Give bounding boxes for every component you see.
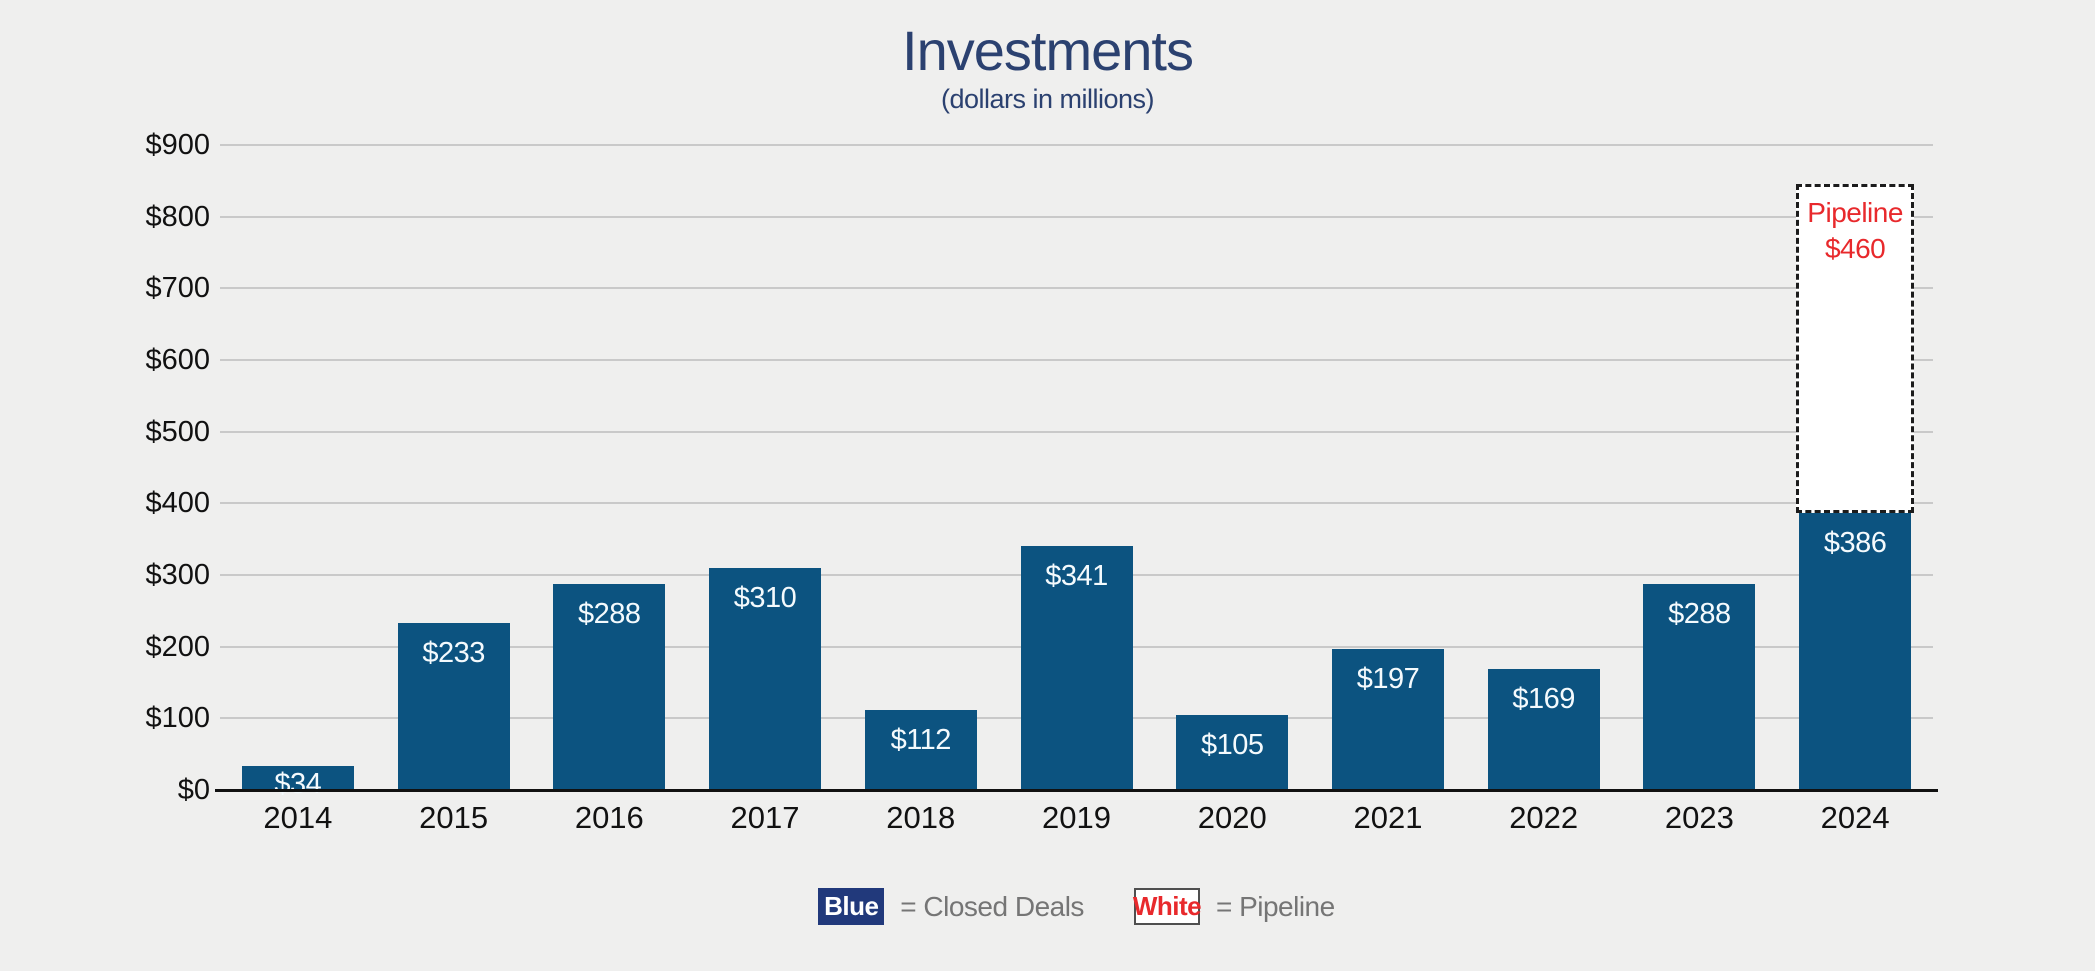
bar-segment-closed-deals bbox=[1331, 648, 1444, 790]
legend-swatch-blue: Blue bbox=[818, 888, 885, 925]
y-tick-label: $0 bbox=[177, 774, 210, 806]
bar-2021: $197 bbox=[1331, 145, 1444, 790]
bar-segment-closed-deals bbox=[241, 765, 354, 790]
chart-subtitle: (dollars in millions) bbox=[940, 84, 1155, 114]
bar-segment-closed-deals bbox=[1643, 583, 1756, 790]
x-tick-label-2023: 2023 bbox=[1664, 800, 1734, 835]
bar-2019: $341 bbox=[1020, 145, 1133, 790]
legend-item-closed-deals: Blue = Closed Deals bbox=[818, 888, 1084, 925]
x-tick-label-2014: 2014 bbox=[263, 800, 333, 835]
pipeline-annotation: Pipeline $460 bbox=[1807, 196, 1903, 264]
y-tick-label: $800 bbox=[145, 200, 210, 233]
legend-item-pipeline: White = Pipeline bbox=[1133, 888, 1335, 925]
gridline-700 bbox=[220, 287, 1933, 290]
x-tick-label-2018: 2018 bbox=[886, 800, 956, 835]
bar-segment-closed-deals bbox=[1487, 668, 1600, 790]
bar-value-label: $341 bbox=[1045, 559, 1108, 592]
bar-value-label: $169 bbox=[1512, 682, 1575, 715]
gridline-800 bbox=[220, 215, 1933, 218]
bar-segment-closed-deals bbox=[397, 623, 510, 790]
y-tick-label: $600 bbox=[145, 344, 210, 376]
x-tick-label-2024: 2024 bbox=[1820, 800, 1890, 835]
x-axis-line bbox=[215, 789, 1938, 792]
y-tick-label: $900 bbox=[145, 129, 210, 161]
plot-area: $0 $100 $200 $300 $400 $500 $600 $700 $800 $900 $3… bbox=[145, 129, 1938, 835]
x-tick-label-2017: 2017 bbox=[730, 800, 800, 835]
bar-segment-pipeline: Pipeline $460 bbox=[1796, 183, 1915, 514]
y-tick-label: $500 bbox=[145, 415, 210, 448]
gridline-600 bbox=[220, 359, 1933, 361]
bar-2014: $34 bbox=[241, 145, 354, 800]
x-tick-label-2020: 2020 bbox=[1197, 800, 1267, 835]
bar-2018: $112 bbox=[864, 145, 977, 790]
bar-2023: $288 bbox=[1643, 145, 1756, 790]
bar-value-label: $34 bbox=[274, 767, 322, 800]
bar-segment-closed-deals bbox=[1176, 714, 1289, 790]
bar-2022: $169 bbox=[1487, 145, 1600, 790]
bar-segment-closed-deals bbox=[709, 567, 822, 790]
y-tick-label: $100 bbox=[145, 702, 210, 735]
chart-legend: Blue = Closed Deals White = Pipeline bbox=[220, 888, 1933, 925]
x-tick-label-2016: 2016 bbox=[574, 800, 644, 835]
y-tick-label: $300 bbox=[145, 559, 210, 591]
legend-label-closed-deals: = Closed Deals bbox=[900, 890, 1084, 922]
bar-value-label: $105 bbox=[1200, 728, 1264, 761]
x-tick-label-2022: 2022 bbox=[1509, 800, 1579, 835]
bar-value-label: $233 bbox=[422, 637, 485, 670]
bar-2016: $288 bbox=[553, 145, 666, 790]
bar-2020: $105 bbox=[1176, 145, 1289, 790]
gridline-400 bbox=[220, 502, 1933, 505]
x-tick-label-2021: 2021 bbox=[1353, 800, 1423, 835]
legend-swatch-white: White bbox=[1133, 888, 1202, 925]
bar-value-label: $288 bbox=[578, 597, 641, 630]
bar-segment-closed-deals bbox=[1799, 513, 1912, 790]
legend-label-pipeline: = Pipeline bbox=[1215, 890, 1335, 922]
y-tick-label: $200 bbox=[145, 630, 210, 663]
bar-value-label: $288 bbox=[1668, 597, 1731, 630]
y-tick-label: $700 bbox=[145, 272, 210, 305]
bar-2017: $310 bbox=[709, 145, 822, 790]
y-tick-label: $400 bbox=[145, 487, 210, 520]
x-tick-label-2019: 2019 bbox=[1042, 800, 1111, 835]
bar-segment-closed-deals bbox=[1020, 545, 1133, 790]
bar-value-label: $310 bbox=[733, 581, 797, 614]
bar-2015: $233 bbox=[397, 145, 510, 790]
bar-2024: $386 Pipeline $460 bbox=[1796, 145, 1915, 790]
chart-title: Investments bbox=[902, 19, 1194, 82]
bar-value-label: $386 bbox=[1823, 527, 1887, 560]
gridline-900 bbox=[220, 144, 1933, 146]
bar-value-label: $197 bbox=[1356, 662, 1420, 695]
bar-value-label: $112 bbox=[890, 723, 952, 756]
gridline-500 bbox=[220, 430, 1933, 433]
bar-segment-closed-deals bbox=[553, 583, 666, 790]
x-tick-label-2015: 2015 bbox=[419, 800, 489, 835]
bar-segment-closed-deals bbox=[864, 709, 977, 790]
